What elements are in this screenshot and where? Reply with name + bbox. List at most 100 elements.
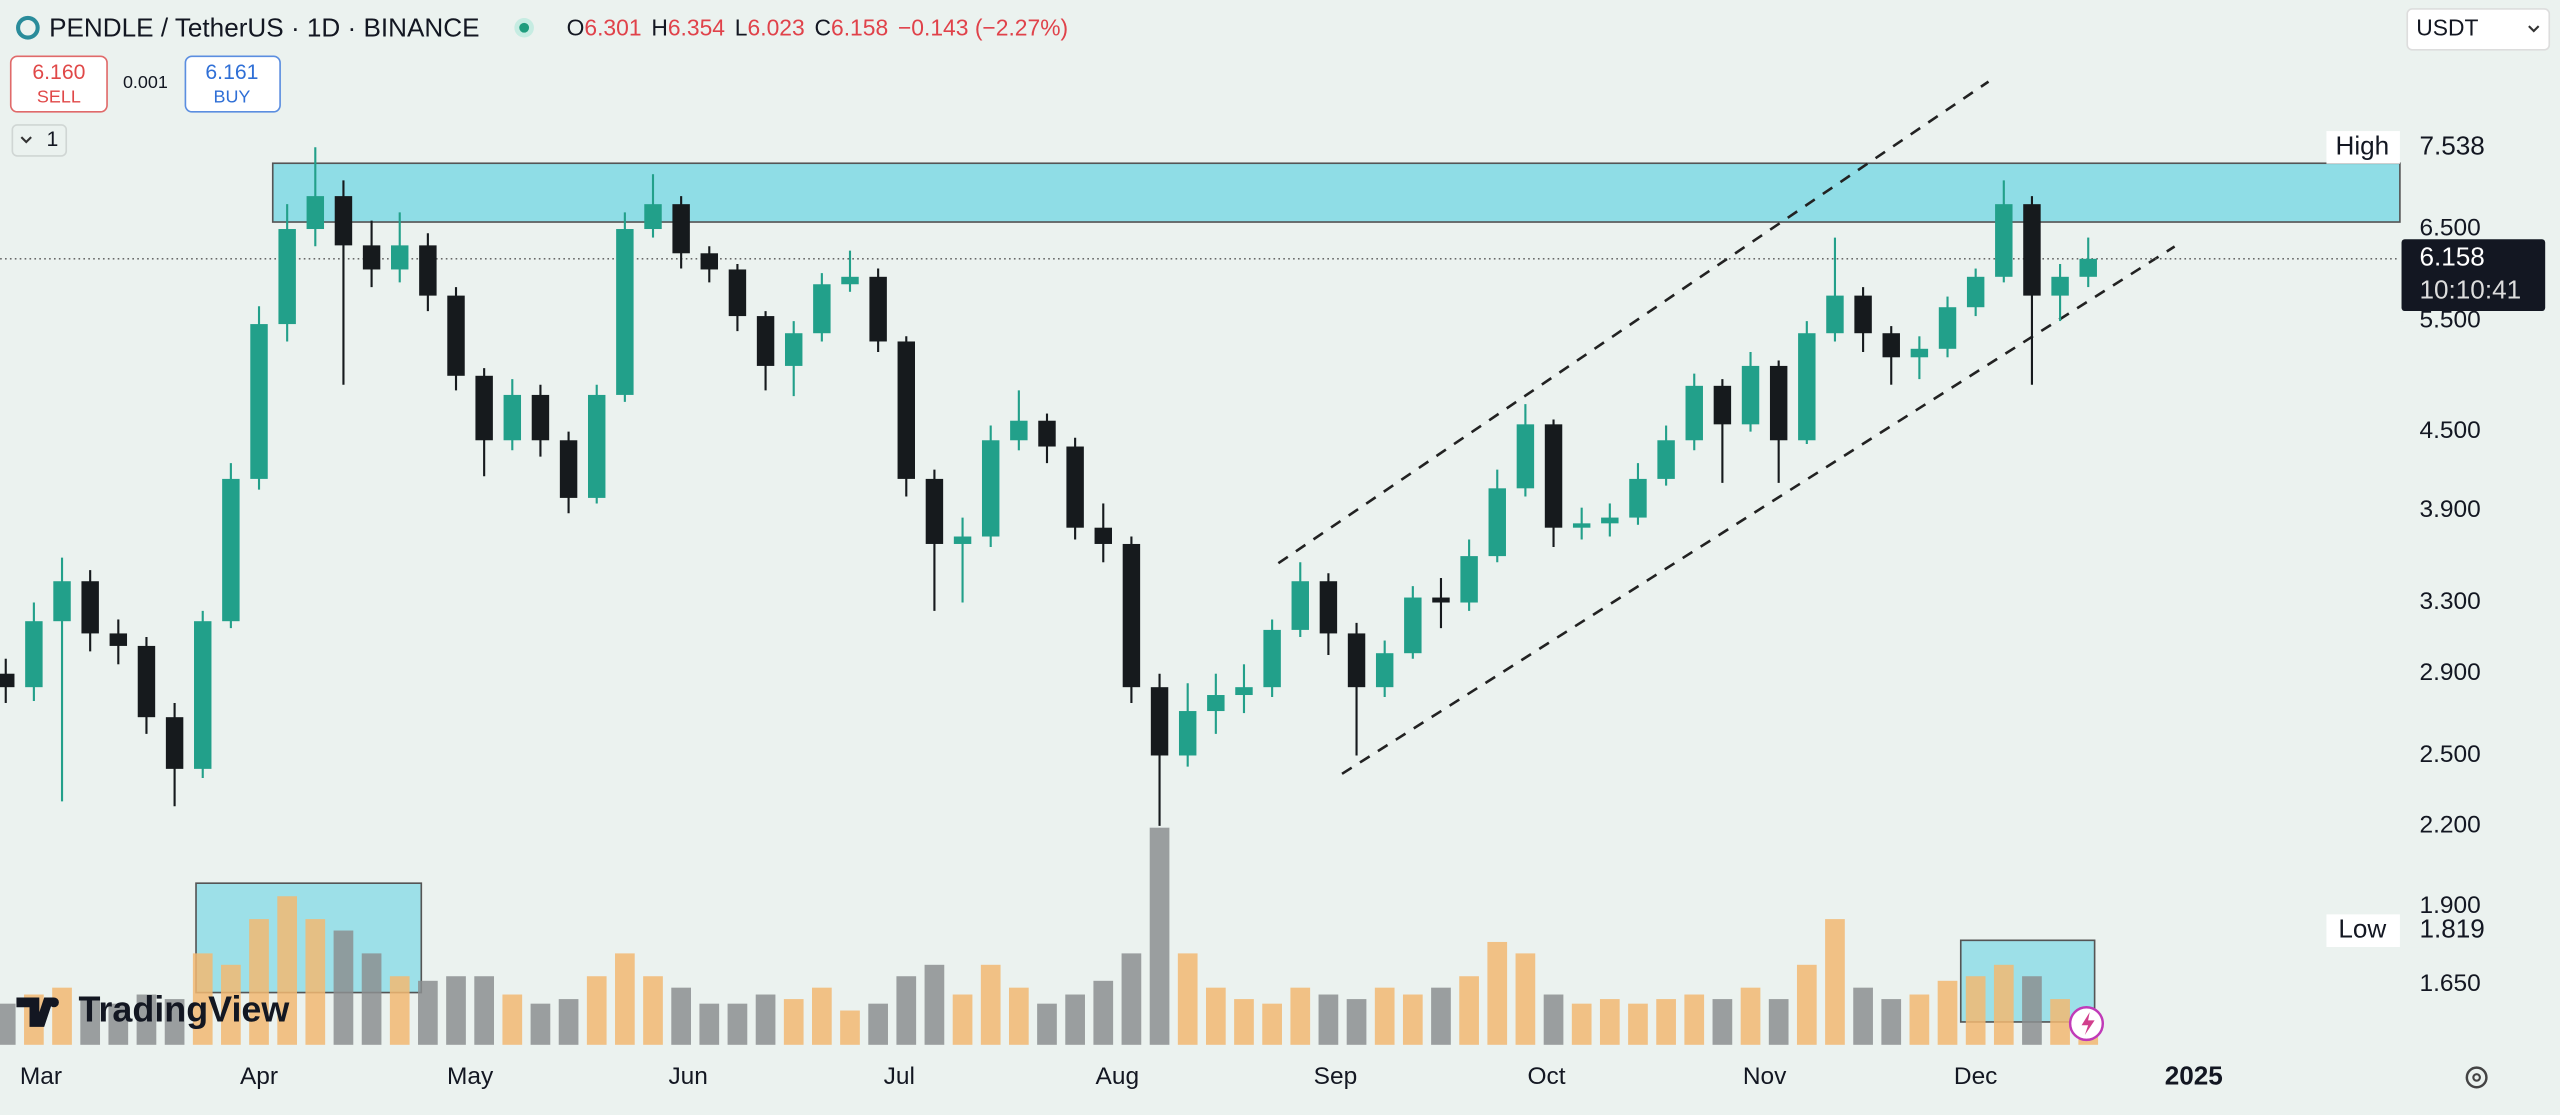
- ohlc-value: 6.354: [668, 14, 725, 40]
- candle-body: [1798, 333, 1816, 441]
- candle-body: [1629, 478, 1647, 518]
- volume-bar: [52, 987, 72, 1045]
- volume-bar: [868, 1003, 888, 1045]
- settings-icon[interactable]: [2465, 1066, 2488, 1089]
- candle-body: [334, 196, 353, 246]
- candle-body: [813, 284, 831, 334]
- candle-body: [784, 333, 803, 366]
- volume-bar: [305, 919, 326, 1045]
- x-tick-label: Apr: [240, 1063, 278, 1090]
- volume-bar: [1318, 994, 1339, 1045]
- volume-bar: [1487, 941, 1508, 1045]
- candle-body: [306, 196, 325, 230]
- candle-body: [109, 633, 128, 646]
- volume-bar: [783, 999, 804, 1045]
- candle-body: [362, 245, 381, 270]
- volume-bar: [164, 999, 185, 1045]
- x-tick-label: Oct: [1527, 1063, 1565, 1090]
- ohlc-value: 6.301: [584, 14, 641, 40]
- sell-button[interactable]: [9, 55, 108, 113]
- price-marker-value: 1.819: [2419, 914, 2484, 944]
- volume-bar: [1374, 987, 1395, 1045]
- currency-select[interactable]: [2406, 8, 2551, 51]
- volume-bar: [1205, 987, 1226, 1045]
- volume-bar: [558, 999, 579, 1045]
- currency: USDT: [2416, 14, 2478, 40]
- volume-bar: [1290, 987, 1311, 1045]
- candle-body: [1066, 446, 1084, 528]
- brand-logo: [16, 997, 54, 1027]
- last-price-box: [2401, 239, 2546, 312]
- volume-series: [0, 827, 2099, 1045]
- alert-icon: [2081, 1012, 2095, 1036]
- candle-body: [53, 581, 71, 622]
- volume-bar: [1008, 987, 1029, 1045]
- volume-bar: [586, 976, 607, 1045]
- candle-body: [1150, 687, 1169, 756]
- candle-body: [897, 341, 916, 479]
- candle-body: [222, 478, 240, 622]
- candle-body: [419, 245, 437, 296]
- sell-price: 6.160: [32, 61, 85, 84]
- volume-bar: [1177, 953, 1198, 1045]
- volume-bar: [1149, 827, 1170, 1045]
- x-tick-label: Jul: [884, 1063, 915, 1090]
- volume-bar: [812, 987, 832, 1045]
- candle-body: [2023, 204, 2041, 296]
- indicator-toggle[interactable]: [11, 124, 68, 157]
- candle-body: [1938, 307, 1957, 349]
- header: PENDLE / TetherUS · 1D · BINANCE O6.301 H…: [9, 8, 2551, 157]
- ohlc-key: C: [814, 14, 831, 40]
- volume-bar: [1121, 953, 1142, 1045]
- candle-body: [1769, 365, 1788, 441]
- x-tick-label: Jun: [668, 1063, 707, 1090]
- candle-body: [25, 621, 43, 688]
- candle-body: [1010, 420, 1028, 441]
- candle-body: [1882, 333, 1900, 358]
- x-tick-label: Nov: [1743, 1063, 1787, 1090]
- volume-bar: [418, 980, 438, 1045]
- buy-button[interactable]: [184, 55, 281, 113]
- volume-bar: [136, 994, 157, 1045]
- candle-body: [1854, 295, 1872, 334]
- branding: TradingView: [16, 989, 2488, 1089]
- candle-body: [672, 204, 690, 254]
- candle-body: [165, 717, 184, 769]
- price-marker-name: High: [2335, 130, 2389, 160]
- candle-body: [616, 229, 634, 395]
- candle-body: [1488, 488, 1506, 557]
- volume-bar: [671, 987, 691, 1045]
- volume-bar: [727, 1003, 748, 1045]
- symbol-title[interactable]: PENDLE / TetherUS · 1D · BINANCE: [49, 12, 479, 42]
- channel-lower: [1341, 245, 2176, 775]
- volume-bar: [896, 976, 917, 1045]
- volume-bar: [2050, 999, 2070, 1045]
- resistance-zone: [271, 162, 2401, 223]
- buy-label: BUY: [213, 87, 250, 107]
- price-marker-value: 7.538: [2419, 130, 2484, 160]
- volume-bar: [1825, 919, 1845, 1045]
- symbol-logo: [16, 15, 40, 40]
- volume-bar: [615, 953, 635, 1045]
- volume-bar: [1796, 964, 1817, 1045]
- x-tick-label: Aug: [1096, 1063, 1140, 1090]
- ohlc-key: H: [651, 14, 668, 40]
- candle-body: [1685, 385, 1703, 441]
- channel-upper: [1277, 80, 1990, 565]
- candle-body: [194, 621, 212, 769]
- candle-body: [1347, 633, 1366, 688]
- volume-bar: [249, 919, 269, 1045]
- candle-body: [1207, 695, 1225, 712]
- volume-bar: [1402, 994, 1423, 1045]
- y-tick-label: 4.500: [2419, 417, 2480, 444]
- volume-bar: [446, 976, 466, 1045]
- candle-body: [1572, 523, 1591, 528]
- status-dot: [519, 22, 530, 33]
- x-tick-label: May: [447, 1063, 494, 1090]
- brand-name: TradingView: [78, 989, 289, 1030]
- candle-body: [1460, 556, 1478, 603]
- volume-bar: [1712, 999, 1733, 1045]
- volume-bar: [699, 1003, 720, 1045]
- candle-body: [1910, 348, 1929, 358]
